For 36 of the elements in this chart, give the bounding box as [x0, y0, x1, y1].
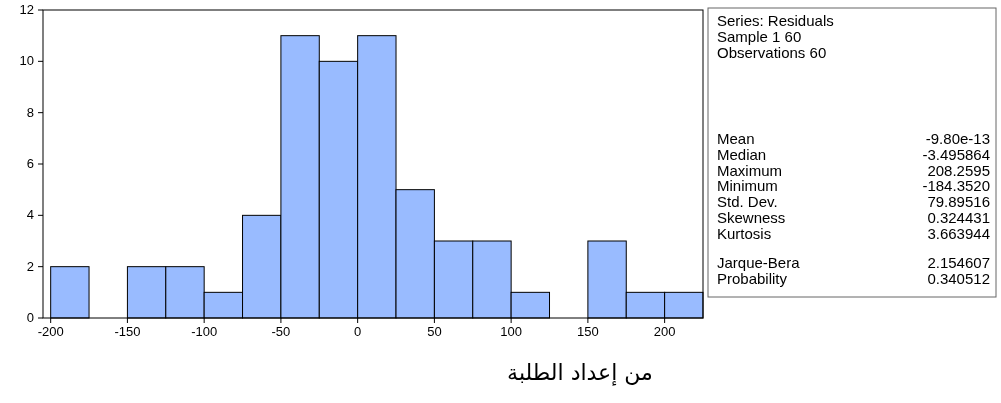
- y-tick-label: 6: [26, 156, 34, 171]
- text: 2.154607: [927, 254, 990, 271]
- x-tick-label: 200: [653, 324, 676, 339]
- y-tick-label: 2: [26, 258, 34, 274]
- x-tick-label: -100: [191, 324, 218, 339]
- x-tick-label: -150: [114, 324, 141, 339]
- text: 0.324431: [927, 209, 990, 226]
- text: 79.89516: [927, 193, 990, 211]
- text: Sample 1 60: [717, 27, 802, 45]
- x-tick-label: 50: [427, 324, 442, 339]
- y-tick-label: 8: [26, 104, 34, 120]
- text: -9.80e-13: [925, 130, 990, 147]
- y-tick-label: 0: [26, 310, 34, 325]
- text: من إعداد الطلبة: [507, 360, 653, 386]
- text: Kurtosis: [717, 224, 772, 242]
- text: -184.3520: [922, 177, 990, 195]
- text: Median: [717, 145, 767, 163]
- x-tick-label: 0: [354, 324, 362, 339]
- x-tick-label: -50: [271, 324, 291, 339]
- text: Std. Dev.: [717, 193, 778, 211]
- text: 0.340512: [927, 269, 990, 287]
- text: -3.495864: [922, 145, 990, 163]
- text: Skewness: [717, 209, 786, 226]
- text: Minimum: [717, 177, 778, 195]
- text: Jarque-Bera: [717, 254, 801, 271]
- x-tick-label: -200: [37, 324, 64, 339]
- text: Series: Residuals: [717, 12, 834, 29]
- text: Maximum: [717, 161, 783, 179]
- text: 3.663944: [927, 224, 990, 242]
- text: Mean: [717, 130, 755, 147]
- x-tick-label: 150: [577, 324, 599, 339]
- text: 208.2595: [927, 161, 990, 179]
- y-tick-label: 12: [19, 2, 34, 17]
- y-tick-label: 4: [26, 207, 34, 223]
- x-tick-label: 100: [500, 324, 522, 339]
- y-tick-label: 10: [19, 53, 34, 69]
